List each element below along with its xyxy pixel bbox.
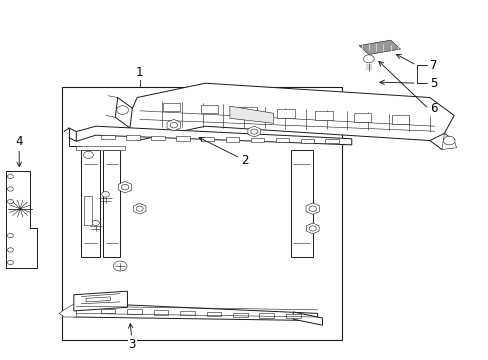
Polygon shape	[151, 136, 164, 140]
Circle shape	[121, 184, 128, 190]
Polygon shape	[201, 137, 214, 141]
Polygon shape	[232, 312, 247, 317]
Polygon shape	[176, 136, 189, 141]
Polygon shape	[162, 103, 180, 111]
Circle shape	[102, 192, 109, 197]
Polygon shape	[133, 203, 146, 214]
Circle shape	[117, 106, 128, 114]
Polygon shape	[130, 83, 453, 140]
Polygon shape	[229, 106, 273, 123]
Circle shape	[136, 206, 143, 211]
Text: 6: 6	[429, 103, 436, 116]
Circle shape	[308, 206, 316, 211]
Polygon shape	[239, 107, 256, 116]
Polygon shape	[74, 303, 317, 320]
Circle shape	[92, 220, 99, 226]
Polygon shape	[305, 203, 319, 215]
Circle shape	[7, 174, 13, 179]
Polygon shape	[103, 149, 120, 257]
Polygon shape	[225, 137, 239, 141]
Polygon shape	[59, 303, 76, 317]
Text: 4: 4	[16, 135, 23, 167]
Circle shape	[250, 129, 257, 134]
Polygon shape	[315, 111, 332, 120]
Polygon shape	[290, 149, 312, 257]
Polygon shape	[76, 126, 351, 145]
Circle shape	[363, 55, 373, 63]
Polygon shape	[167, 120, 180, 131]
Polygon shape	[153, 310, 168, 315]
Polygon shape	[84, 196, 92, 225]
Circle shape	[7, 199, 13, 204]
Polygon shape	[101, 135, 115, 139]
Circle shape	[7, 260, 13, 265]
Circle shape	[7, 248, 13, 252]
Polygon shape	[391, 116, 408, 124]
Polygon shape	[5, 171, 37, 268]
Circle shape	[443, 136, 454, 145]
Polygon shape	[206, 312, 221, 316]
Polygon shape	[247, 126, 260, 137]
Text: 7: 7	[429, 59, 436, 72]
Polygon shape	[101, 309, 115, 313]
Circle shape	[308, 226, 316, 231]
Polygon shape	[275, 138, 289, 143]
Polygon shape	[306, 223, 319, 234]
Polygon shape	[81, 149, 100, 257]
Circle shape	[113, 261, 127, 271]
Polygon shape	[285, 314, 300, 319]
Polygon shape	[325, 139, 338, 143]
Polygon shape	[300, 139, 313, 143]
Text: 2: 2	[199, 138, 248, 167]
Circle shape	[7, 233, 13, 238]
Polygon shape	[259, 313, 274, 318]
Text: 1: 1	[136, 66, 143, 79]
Circle shape	[7, 187, 13, 191]
Polygon shape	[441, 134, 456, 149]
Polygon shape	[277, 109, 294, 118]
Polygon shape	[358, 40, 400, 54]
Polygon shape	[74, 291, 127, 311]
Polygon shape	[201, 105, 218, 113]
Polygon shape	[86, 297, 110, 302]
Polygon shape	[353, 113, 370, 122]
Polygon shape	[126, 135, 140, 140]
Polygon shape	[127, 310, 142, 314]
Circle shape	[83, 151, 93, 158]
Polygon shape	[250, 138, 264, 142]
Polygon shape	[180, 311, 194, 315]
Polygon shape	[293, 312, 322, 325]
Text: 5: 5	[429, 77, 436, 90]
Text: 3: 3	[128, 324, 136, 351]
Polygon shape	[76, 146, 125, 149]
Polygon shape	[118, 181, 132, 193]
Polygon shape	[61, 87, 341, 339]
Circle shape	[170, 122, 177, 128]
